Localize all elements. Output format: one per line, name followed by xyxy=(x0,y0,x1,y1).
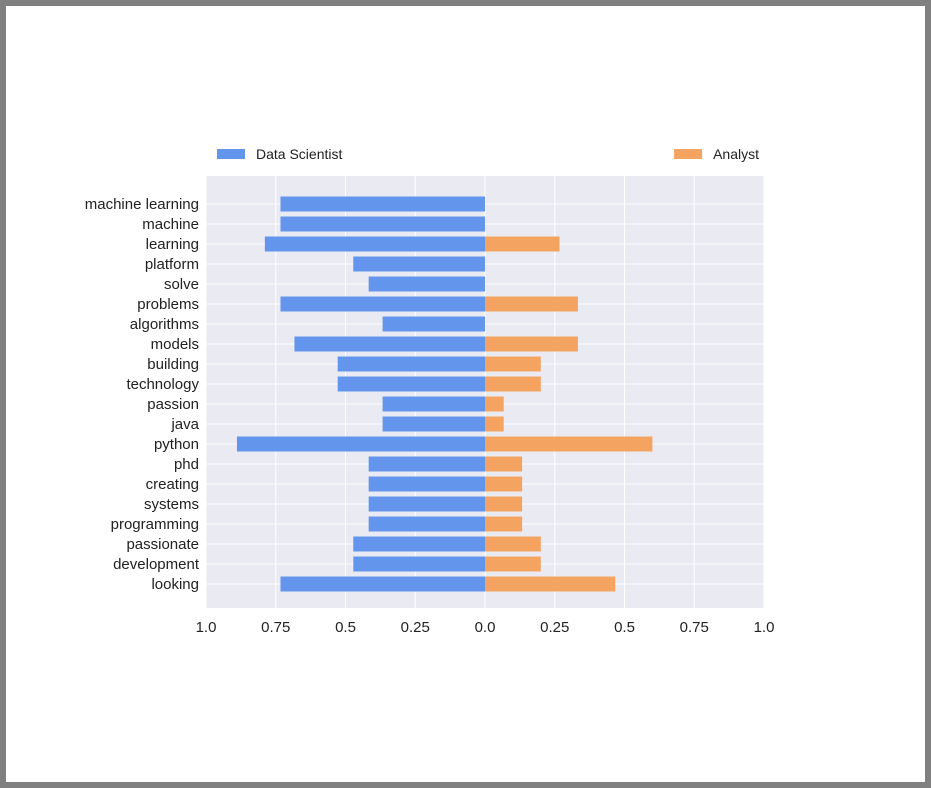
bar-left-19 xyxy=(280,576,485,592)
x-tick-label: 0.0 xyxy=(475,619,496,636)
legend-label-right: Analyst xyxy=(713,146,759,162)
x-tick-labels: 1.0 0.75 0.5 0.25 0.0 0.25 0.5 0.75 1.0 xyxy=(196,619,775,636)
y-tick-label: passion xyxy=(147,396,199,413)
y-tick-label: creating xyxy=(146,476,199,493)
bar-right-13 xyxy=(485,456,523,472)
y-tick-label: python xyxy=(154,436,199,453)
y-tick-label: problems xyxy=(137,296,199,313)
bar-right-2 xyxy=(485,236,560,252)
bar-left-4 xyxy=(368,276,485,292)
x-tick-label: 0.75 xyxy=(680,619,709,636)
bar-right-7 xyxy=(485,336,578,352)
y-tick-labels: machine learning machine learning platform s… xyxy=(85,196,200,593)
bar-right-12 xyxy=(485,436,653,452)
bar-left-9 xyxy=(337,376,485,392)
legend: Data Scientist Analyst xyxy=(217,146,759,162)
legend-item-left: Data Scientist xyxy=(217,146,342,162)
bar-left-2 xyxy=(264,236,485,252)
bar-right-19 xyxy=(485,576,616,592)
bar-right-17 xyxy=(485,536,541,552)
bar-left-6 xyxy=(382,316,485,332)
bar-left-15 xyxy=(368,496,485,512)
y-tick-label: programming xyxy=(111,516,199,533)
y-tick-label: systems xyxy=(144,496,199,513)
y-tick-label: building xyxy=(147,356,199,373)
bar-right-10 xyxy=(485,396,504,412)
bar-left-16 xyxy=(368,516,485,532)
legend-swatch-left xyxy=(217,149,245,159)
y-tick-label: machine xyxy=(142,216,199,233)
x-tick-label: 0.5 xyxy=(335,619,356,636)
legend-label-left: Data Scientist xyxy=(256,146,342,162)
x-tick-label: 0.5 xyxy=(614,619,635,636)
bar-left-18 xyxy=(353,556,485,572)
legend-swatch-right xyxy=(674,149,703,159)
bar-left-7 xyxy=(294,336,485,352)
y-tick-label: technology xyxy=(126,376,199,393)
y-tick-label: development xyxy=(113,556,200,573)
y-tick-label: models xyxy=(151,336,199,353)
y-tick-label: learning xyxy=(146,236,199,253)
bar-left-13 xyxy=(368,456,485,472)
y-tick-label: algorithms xyxy=(130,316,199,333)
x-tick-label: 0.75 xyxy=(261,619,290,636)
bar-left-8 xyxy=(337,356,485,372)
bar-right-11 xyxy=(485,416,504,432)
figure-frame: machine learning machine learning platform s… xyxy=(6,6,925,782)
legend-item-right: Analyst xyxy=(674,146,759,162)
x-tick-label: 0.25 xyxy=(401,619,430,636)
y-tick-label: phd xyxy=(174,456,199,473)
bar-right-16 xyxy=(485,516,523,532)
y-tick-label: solve xyxy=(164,276,199,293)
x-tick-label: 1.0 xyxy=(754,619,775,636)
bar-right-9 xyxy=(485,376,541,392)
y-tick-label: java xyxy=(170,416,199,433)
y-tick-label: looking xyxy=(151,576,199,593)
bar-right-8 xyxy=(485,356,541,372)
bar-left-14 xyxy=(368,476,485,492)
bars xyxy=(236,196,653,592)
bar-left-1 xyxy=(280,216,485,232)
bar-right-18 xyxy=(485,556,541,572)
bar-right-5 xyxy=(485,296,578,312)
bar-left-10 xyxy=(382,396,485,412)
bar-left-17 xyxy=(353,536,485,552)
bar-left-5 xyxy=(280,296,485,312)
bar-right-15 xyxy=(485,496,523,512)
y-tick-label: platform xyxy=(145,256,199,273)
bar-right-14 xyxy=(485,476,523,492)
bar-left-0 xyxy=(280,196,485,212)
diverging-bar-chart: machine learning machine learning platform s… xyxy=(85,146,775,636)
x-tick-label: 0.25 xyxy=(540,619,569,636)
y-tick-label: machine learning xyxy=(85,196,199,213)
x-tick-label: 1.0 xyxy=(196,619,217,636)
bar-left-11 xyxy=(382,416,485,432)
bar-left-3 xyxy=(353,256,485,272)
y-tick-label: passionate xyxy=(126,536,199,553)
bar-left-12 xyxy=(236,436,485,452)
